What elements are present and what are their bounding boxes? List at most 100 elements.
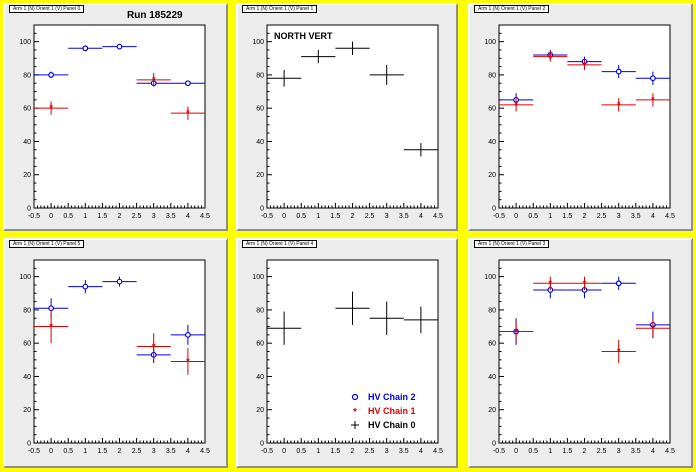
star-marker: *: [514, 327, 518, 337]
star-marker: *: [186, 356, 190, 366]
circle-marker: [82, 45, 89, 52]
chart-panel: Arm 1 (N) Orient 1 (V) Panel 2 -0.5 0 0.5 1 1…: [468, 3, 693, 231]
data-point-chain-1: *: [635, 93, 670, 107]
x-tick-label: 1: [316, 213, 320, 220]
star-marker: *: [514, 100, 518, 110]
x-tick-label: 3: [152, 213, 156, 220]
data-point-chain-1: *: [170, 348, 205, 375]
data-point-chain-1: *: [34, 309, 69, 344]
legend-item: HV Chain 2: [351, 392, 416, 402]
y-tick-label: 40: [488, 139, 496, 146]
x-tick-label: 3: [617, 448, 621, 455]
data-point-chain-1: *: [567, 276, 602, 290]
x-tick-label: 0: [49, 213, 53, 220]
panel-title: Arm 1 (N) Orient 1 (V) Panel 3: [474, 240, 550, 248]
circle-marker: [615, 280, 622, 287]
circle-marker: [116, 278, 123, 285]
x-tick-label: 0.5: [528, 213, 538, 220]
star-marker: *: [49, 322, 53, 332]
x-tick-label: 0: [49, 448, 53, 455]
x-tick-label: -0.5: [261, 448, 273, 455]
data-point-chain-1: *: [499, 321, 534, 342]
y-tick-label: 40: [23, 374, 31, 381]
x-tick-label: 3: [385, 213, 389, 220]
legend: HV Chain 2 * HV Chain 1 HV Chain 0: [351, 392, 416, 430]
y-tick-label: 0: [492, 441, 496, 448]
star-marker: *: [583, 60, 587, 70]
chart-annotation: Run 185229: [127, 10, 183, 21]
y-tick-label: 100: [19, 39, 31, 46]
x-tick-label: 1: [316, 448, 320, 455]
data-point-chain-1: *: [601, 98, 636, 112]
chart-annotation: NORTH VERT: [274, 31, 333, 41]
data-point-chain-0: [301, 49, 336, 64]
data-point-chain-0: [267, 69, 302, 87]
x-tick-label: 4.5: [433, 448, 443, 455]
legend-item: HV Chain 0: [351, 420, 416, 430]
x-tick-label: 0: [282, 448, 286, 455]
y-tick-label: 0: [27, 206, 31, 213]
circle-marker: [116, 43, 123, 50]
x-tick-label: 2.5: [365, 213, 375, 220]
star-marker: *: [186, 108, 190, 118]
legend-label: HV Chain 1: [368, 406, 416, 416]
star-marker: *: [49, 103, 53, 113]
y-tick-label: 60: [256, 341, 264, 348]
data-point-chain-0: [403, 143, 438, 157]
x-tick-label: 2: [351, 448, 355, 455]
star-marker: *: [152, 342, 156, 352]
data-point-chain-0: [403, 306, 438, 334]
x-tick-label: 3: [385, 448, 389, 455]
x-tick-label: 4: [186, 213, 190, 220]
y-tick-label: 20: [488, 172, 496, 179]
x-tick-label: 4: [186, 448, 190, 455]
data-point-chain-1: *: [34, 101, 69, 115]
y-tick-label: 20: [23, 172, 31, 179]
data-point-chain-1: *: [136, 73, 171, 87]
y-tick-label: 80: [256, 72, 264, 79]
panel-title: Arm 1 (N) Orient 1 (V) Panel 0: [9, 5, 85, 13]
y-tick-label: 20: [256, 172, 264, 179]
data-point-chain-0: [267, 311, 302, 345]
data-point-chain-0: [369, 64, 404, 85]
y-tick-label: 40: [23, 139, 31, 146]
y-tick-label: 20: [256, 407, 264, 414]
circle-marker: [615, 68, 622, 75]
circle-marker: [184, 331, 191, 338]
star-marker: *: [583, 278, 587, 288]
x-tick-label: 0.5: [63, 213, 73, 220]
x-tick-label: 4: [419, 213, 423, 220]
x-tick-label: -0.5: [28, 213, 40, 220]
data-point-chain-2: [601, 64, 636, 79]
data-point-chain-2: [34, 71, 69, 79]
x-tick-label: 3: [152, 448, 156, 455]
x-tick-label: 3.5: [631, 448, 641, 455]
x-tick-label: 0.5: [528, 448, 538, 455]
y-tick-label: 60: [23, 106, 31, 113]
chart-panel: Arm 1 (N) Orient 1 (V) Panel 5 -0.5 0 0.5 1 1…: [3, 238, 228, 468]
x-tick-label: 2: [351, 213, 355, 220]
x-tick-label: 3: [617, 213, 621, 220]
data-point-chain-2: [102, 276, 137, 287]
panel-title: Arm 1 (N) Orient 1 (V) Panel 2: [474, 5, 550, 13]
x-tick-label: 2.5: [597, 448, 607, 455]
y-tick-label: 80: [23, 307, 31, 314]
data-point-chain-2: [68, 45, 103, 52]
y-tick-label: 0: [27, 441, 31, 448]
y-tick-label: 80: [256, 307, 264, 314]
chart-panel: Arm 1 (N) Orient 1 (V) Panel 0 -0.5 0 0.5 1 1…: [3, 3, 228, 231]
x-tick-label: 2.5: [132, 448, 142, 455]
y-tick-label: 100: [484, 39, 496, 46]
data-point-chain-0: [335, 41, 370, 55]
x-tick-label: 4: [651, 448, 655, 455]
data-point-chain-2: [102, 43, 137, 50]
panel-title: Arm 1 (N) Orient 1 (V) Panel 4: [242, 240, 318, 248]
circle-marker: [184, 80, 191, 87]
y-tick-label: 80: [488, 72, 496, 79]
circle-marker: [48, 305, 54, 312]
y-tick-label: 0: [260, 206, 264, 213]
star-marker: *: [152, 75, 156, 85]
legend-label: HV Chain 2: [368, 392, 416, 402]
x-tick-label: -0.5: [493, 448, 505, 455]
